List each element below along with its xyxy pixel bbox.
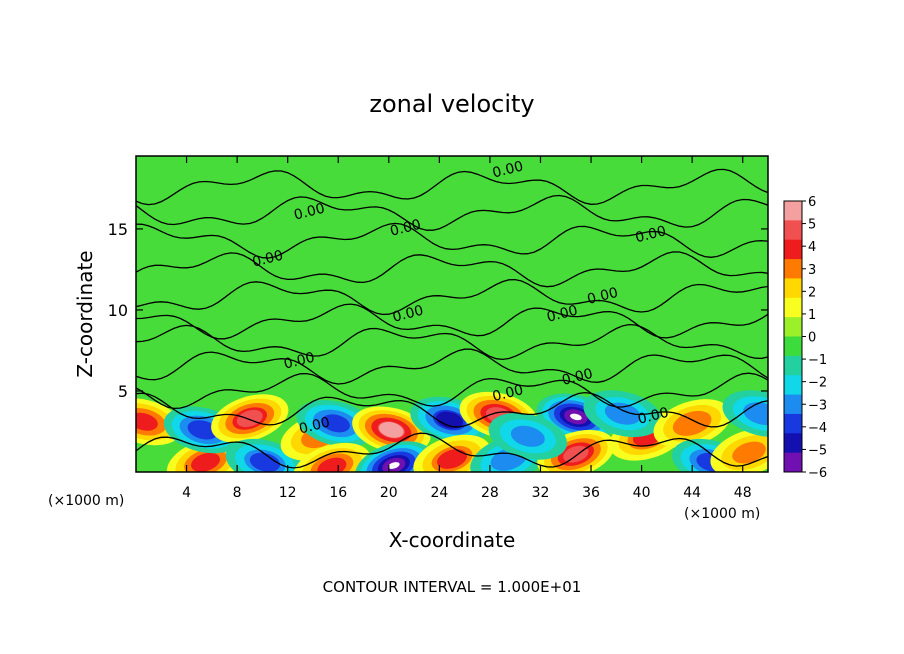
contour-label: 0.00: [634, 223, 668, 246]
y-tick-label: 10: [108, 301, 128, 320]
colorbar-segment: [784, 355, 802, 376]
plot-frame: [135, 155, 769, 473]
velocity-blob: [722, 390, 768, 438]
y-tick-label: 5: [118, 382, 128, 401]
x-tick-label: 16: [329, 485, 347, 501]
colorbar-tick-label: −5: [808, 443, 827, 458]
contour-label: 0.00: [491, 382, 525, 405]
contour-label: 0.00: [491, 158, 525, 181]
x-unit-label-right: (×1000 m): [684, 506, 760, 522]
y-tick-label: 15: [108, 220, 128, 239]
x-tick-label: 40: [633, 485, 651, 501]
colorbar-segment: [784, 336, 802, 357]
colorbar-segment: [784, 452, 802, 473]
colorbar-segment: [784, 433, 802, 454]
x-tick-label: 32: [532, 485, 550, 501]
colorbar-tick-label: −6: [808, 466, 827, 481]
contour-label: 0.00: [636, 405, 670, 428]
contour-line: [136, 168, 768, 206]
velocity-blob: [352, 406, 431, 454]
contour-interval-note: CONTOUR INTERVAL = 1.000E+01: [323, 578, 582, 596]
contour-label: 0.00: [560, 366, 594, 389]
colorbar-tick-label: −2: [808, 376, 827, 391]
contour-line: [136, 323, 768, 361]
colorbar-tick-labels: 6 5 4 3 2 1 0 −1 −2 −3 −4 −5 −6: [802, 195, 827, 481]
colorbar: [783, 200, 803, 473]
colorbar-tick-label: 4: [808, 240, 816, 255]
velocity-blob: [293, 442, 371, 472]
contour-label: 0.00: [297, 414, 331, 437]
contour-line: [136, 278, 768, 316]
contour-label: 0.00: [586, 285, 620, 308]
x-axis-ticks: 4 8 12 16 20 24 28 32 36 40 44 48: [182, 156, 752, 501]
colorbar-segment: [784, 220, 802, 241]
colorbar-tick-label: 3: [808, 263, 816, 278]
contour-line: [136, 372, 768, 410]
contour-label: 0.00: [388, 217, 422, 240]
colorbar-tick-label: 5: [808, 218, 816, 233]
chart-title: zonal velocity: [369, 90, 534, 118]
colorbar-segment: [784, 259, 802, 279]
x-tick-label: 36: [582, 485, 600, 501]
colorbar-tick-label: 1: [808, 308, 816, 323]
contour-line: [136, 303, 768, 340]
colorbar-tick-label: −4: [808, 421, 827, 436]
y-axis-label: Z-coordinate: [73, 250, 97, 377]
colorbar-segment: [784, 239, 802, 260]
contour-line: [136, 432, 768, 469]
velocity-blob: [136, 398, 183, 446]
x-tick-label: 24: [430, 485, 448, 501]
contour-label: 0.00: [282, 350, 316, 373]
colorbar-segment: [784, 278, 802, 299]
colorbar-segment: [784, 375, 802, 396]
x-axis-label: X-coordinate: [389, 528, 516, 552]
contour-label: 0.00: [292, 201, 326, 224]
colorbar-segment: [784, 297, 802, 318]
colorbar-tick-label: −3: [808, 398, 827, 413]
y-axis-ticks: 5 10 15: [108, 220, 768, 401]
colorbar-tick-label: 0: [808, 331, 816, 346]
colorbar-tick-label: −1: [808, 353, 827, 368]
x-unit-label-left: (×1000 m): [48, 493, 124, 509]
contour-line: [136, 348, 768, 385]
velocity-blob: [488, 412, 568, 460]
contour-label: 0.00: [251, 248, 285, 271]
colorbar-tick-label: 2: [808, 285, 816, 300]
contour-line: [136, 194, 768, 231]
x-tick-label: 12: [279, 485, 297, 501]
contour-lines: [136, 168, 768, 469]
x-tick-label: 4: [182, 485, 191, 501]
x-tick-label: 44: [683, 485, 701, 501]
colorbar-segment: [784, 394, 802, 415]
contour-label: 0.00: [545, 303, 579, 326]
contour-labels: 0.00 0.00 0.00 0.00 0.00 0.00 0.00 0.00 0.00 0.00…: [251, 158, 671, 437]
velocity-blob: [296, 399, 375, 447]
velocity-blob: [410, 396, 489, 444]
x-tick-label: 48: [734, 485, 752, 501]
x-tick-label: 28: [481, 485, 499, 501]
contour-line: [136, 391, 768, 428]
colorbar-tick-label: 6: [808, 195, 816, 210]
x-tick-label: 8: [233, 485, 242, 501]
contour-line: [136, 251, 768, 288]
contour-line: [136, 222, 768, 259]
contour-label: 0.00: [391, 303, 425, 326]
colorbar-segment: [784, 317, 802, 337]
colorbar-segment: [784, 201, 802, 221]
velocity-blob: [211, 394, 289, 443]
colorbar-segment: [784, 413, 802, 434]
x-tick-label: 20: [380, 485, 398, 501]
